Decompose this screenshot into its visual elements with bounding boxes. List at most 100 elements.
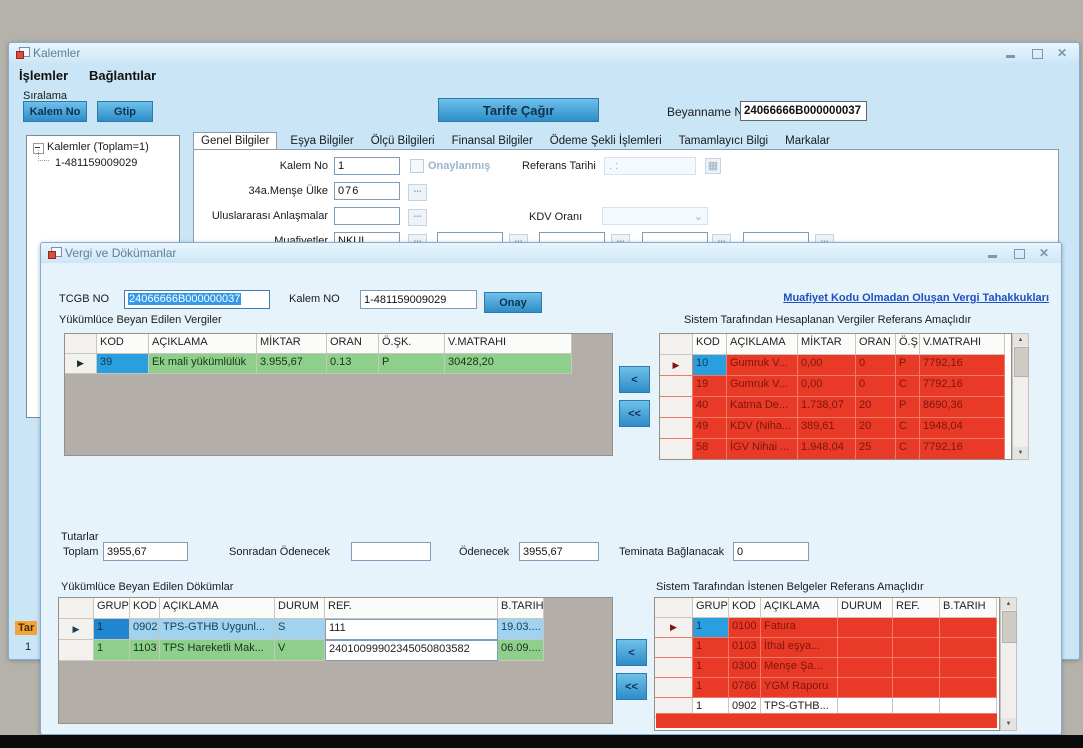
grid-header-row[interactable]: KOD AÇIKLAMA MİKTAR ORAN Ö.ŞK. V.MATRAHI: [65, 334, 612, 354]
table-row[interactable]: 1 0300 Menşe Şa...: [655, 658, 999, 678]
table-cell: [893, 638, 940, 658]
grid-header-row[interactable]: KOD AÇIKLAMA MİKTAR ORAN Ö.Ş V.MATRAHI: [660, 334, 1011, 355]
column-header[interactable]: REF.: [325, 598, 498, 619]
tree-child-item[interactable]: 1-481159009029: [55, 157, 138, 169]
tab-markalar[interactable]: Markalar: [785, 135, 830, 147]
column-header[interactable]: ORAN: [856, 334, 896, 355]
column-header[interactable]: KOD: [729, 598, 761, 618]
move-all-left-button[interactable]: <<: [619, 400, 650, 427]
kalem-no-input[interactable]: [360, 290, 477, 309]
mense-ulke-input[interactable]: [334, 182, 400, 200]
scroll-up-icon[interactable]: ▲: [1001, 598, 1016, 610]
column-header[interactable]: B.TARIH: [940, 598, 997, 618]
scroll-down-icon[interactable]: ▼: [1001, 718, 1016, 730]
calendar-icon[interactable]: ▦: [705, 158, 721, 174]
beyanname-no-input[interactable]: [740, 101, 867, 121]
kalem-no-input[interactable]: [334, 157, 400, 175]
kdv-orani-label: KDV Oranı: [529, 211, 583, 223]
table-row[interactable]: 40 Katma De... 1.738,07 20 P 8690,36: [660, 397, 1011, 418]
partial-value-label: 1: [25, 641, 32, 653]
declared-docs-grid[interactable]: GRUP KOD AÇIKLAMA DURUM REF. B.TARIH ▶ 1 0902 TPS…: [58, 597, 613, 724]
tcgb-no-input[interactable]: 24066666B000000037: [124, 290, 270, 309]
column-header[interactable]: B.TARIH: [498, 598, 544, 619]
column-header[interactable]: Ö.Ş: [896, 334, 920, 355]
odenecek-input[interactable]: [519, 542, 599, 561]
grid-header-row[interactable]: GRUP KOD AÇIKLAMA DURUM REF. B.TARIH: [655, 598, 999, 618]
table-row[interactable]: 1 1103 TPS Hareketli Mak... V 24010099902345…: [59, 640, 612, 661]
move-all-left-button[interactable]: <<: [616, 673, 647, 700]
tab-finansal-bilgiler[interactable]: Finansal Bilgiler: [451, 135, 533, 147]
minimize-icon[interactable]: [987, 248, 999, 259]
tree-root-item[interactable]: Kalemler (Toplam=1): [47, 141, 149, 153]
sonradan-odenecek-input[interactable]: [351, 542, 431, 561]
move-one-left-button[interactable]: <: [619, 366, 650, 393]
table-row[interactable]: ▶ 1 0902 TPS-GTHB Uygunl... S 111 19.03....: [59, 619, 612, 640]
table-row[interactable]: 19 Gumruk V... 0,00 0 C 7792,16: [660, 376, 1011, 397]
column-header[interactable]: AÇIKLAMA: [761, 598, 838, 618]
column-header[interactable]: DURUM: [838, 598, 893, 618]
uluslararasi-browse-button[interactable]: ...: [408, 209, 427, 226]
column-header[interactable]: AÇIKLAMA: [160, 598, 275, 619]
column-header[interactable]: AÇIKLAMA: [727, 334, 798, 355]
vertical-scrollbar[interactable]: ▲ ▼: [1012, 333, 1029, 460]
tree-connector-icon: [38, 150, 49, 161]
scrollbar-thumb[interactable]: [1014, 347, 1029, 377]
column-header[interactable]: V.MATRAHI: [920, 334, 1005, 355]
mense-ulke-browse-button[interactable]: ...: [408, 184, 427, 201]
tab-esya-bilgiler[interactable]: Eşya Bilgiler: [290, 135, 354, 147]
declared-taxes-grid[interactable]: KOD AÇIKLAMA MİKTAR ORAN Ö.ŞK. V.MATRAHI ▶ 39 Ek…: [64, 333, 613, 456]
scroll-up-icon[interactable]: ▲: [1013, 334, 1028, 346]
column-header[interactable]: DURUM: [275, 598, 325, 619]
table-cell: Gumruk V...: [727, 376, 798, 397]
column-header[interactable]: MİKTAR: [798, 334, 856, 355]
scrollbar-thumb[interactable]: [1002, 611, 1017, 643]
table-row[interactable]: ▶ 1 0100 Fatura: [655, 618, 999, 638]
grid-header-row[interactable]: GRUP KOD AÇIKLAMA DURUM REF. B.TARIH: [59, 598, 612, 619]
referans-tarihi-field: . :: [604, 157, 696, 175]
sort-gtip-button[interactable]: Gtip: [97, 101, 153, 122]
maximize-icon[interactable]: [1031, 48, 1043, 59]
table-row[interactable]: 58 İGV Nihai ... 1.948,04 25 C 7792,16: [660, 439, 1011, 459]
column-header[interactable]: KOD: [130, 598, 160, 619]
close-icon[interactable]: ✕: [1057, 46, 1068, 60]
close-icon[interactable]: ✕: [1039, 246, 1050, 260]
column-header[interactable]: GRUP: [94, 598, 130, 619]
muafiyet-kodu-link[interactable]: Muafiyet Kodu Olmadan Oluşan Vergi Tahak…: [783, 292, 1049, 304]
column-header[interactable]: REF.: [893, 598, 940, 618]
teminata-baglanacak-input[interactable]: [733, 542, 809, 561]
onay-button[interactable]: Onay: [484, 292, 542, 313]
table-cell: Katma De...: [727, 397, 798, 418]
tarife-cagir-button[interactable]: Tarife Çağır: [438, 98, 599, 122]
column-header[interactable]: Ö.ŞK.: [379, 334, 445, 354]
system-docs-title: Sistem Tarafından İstenen Belgeler Refer…: [656, 581, 924, 593]
table-row[interactable]: 49 KDV (Niha... 389,61 20 C 1948,04: [660, 418, 1011, 439]
toplam-input[interactable]: [103, 542, 188, 561]
table-row[interactable]: 1 0103 İthal eşya...: [655, 638, 999, 658]
sort-kalem-no-button[interactable]: Kalem No: [23, 101, 87, 122]
column-header[interactable]: KOD: [693, 334, 727, 355]
tab-tamamlayici-bilgi[interactable]: Tamamlayıcı Bilgi: [678, 135, 769, 147]
column-header[interactable]: GRUP: [693, 598, 729, 618]
scroll-down-icon[interactable]: ▼: [1013, 447, 1028, 459]
column-header[interactable]: AÇIKLAMA: [149, 334, 257, 354]
tab-genel-bilgiler[interactable]: Genel Bilgiler: [193, 132, 278, 152]
system-taxes-grid[interactable]: KOD AÇIKLAMA MİKTAR ORAN Ö.Ş V.MATRAHI ▶ 10 Gumr…: [659, 333, 1012, 460]
column-header[interactable]: MİKTAR: [257, 334, 327, 354]
column-header[interactable]: V.MATRAHI: [445, 334, 572, 354]
uluslararasi-input[interactable]: [334, 207, 400, 225]
menu-baglantilar[interactable]: Bağlantılar: [89, 68, 157, 83]
table-row[interactable]: 1 0786 YGM Raporu: [655, 678, 999, 698]
system-docs-grid[interactable]: GRUP KOD AÇIKLAMA DURUM REF. B.TARIH ▶ 1 0100 Fat…: [654, 597, 1000, 731]
row-selector-cell: [655, 678, 693, 698]
maximize-icon[interactable]: [1013, 248, 1025, 259]
table-row[interactable]: ▶ 10 Gumruk V... 0,00 0 P 7792,16: [660, 355, 1011, 376]
column-header[interactable]: ORAN: [327, 334, 379, 354]
move-one-left-button[interactable]: <: [616, 639, 647, 666]
tab-odeme-sekli[interactable]: Ödeme Şekli İşlemleri: [549, 135, 662, 147]
minimize-icon[interactable]: [1005, 48, 1017, 59]
tab-olcu-bilgileri[interactable]: Ölçü Bilgileri: [370, 135, 435, 147]
column-header[interactable]: KOD: [97, 334, 149, 354]
table-row[interactable]: ▶ 39 Ek mali yükümlülük 3.955,67 0.13 P 30428,…: [65, 354, 612, 374]
vertical-scrollbar[interactable]: ▲ ▼: [1000, 597, 1017, 731]
menu-islemler[interactable]: İşlemler: [19, 68, 69, 83]
